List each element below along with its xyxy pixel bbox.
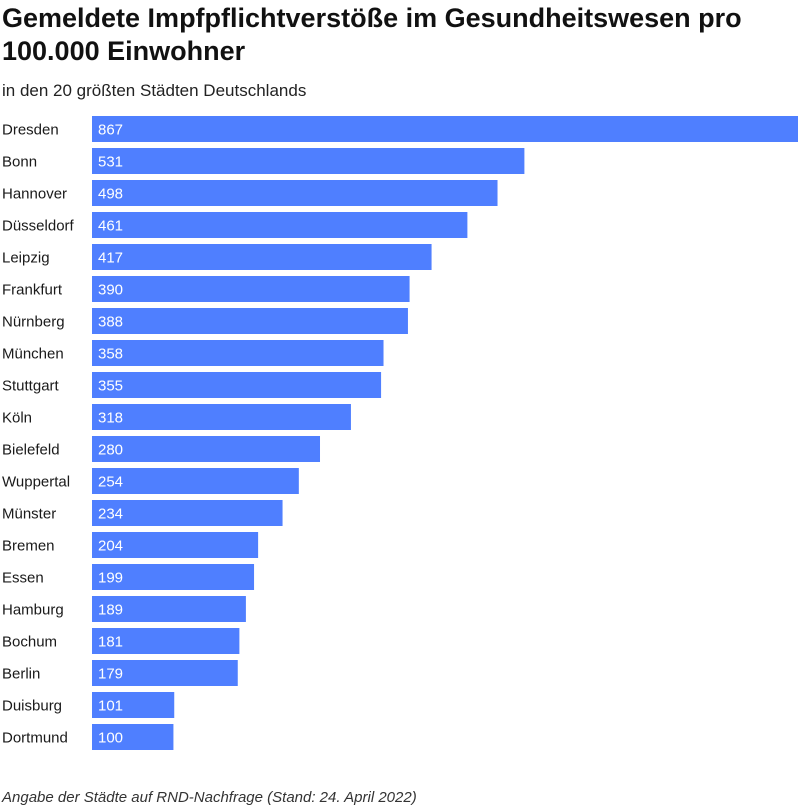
bar-bochum [92, 628, 240, 654]
chart-title: Gemeldete Impfpflichtverstöße im Gesundh… [2, 3, 742, 66]
value-label-leipzig: 417 [98, 250, 123, 267]
bar-münster [92, 500, 283, 526]
bar-münchen [92, 340, 384, 366]
bar-hamburg [92, 596, 246, 622]
bar-nürnberg [92, 308, 408, 334]
value-label-bielefeld: 280 [98, 442, 123, 459]
bar-düsseldorf [92, 212, 468, 238]
category-label-bremen: Bremen [2, 538, 55, 555]
bar-duisburg [92, 692, 175, 718]
category-label-dortmund: Dortmund [2, 730, 68, 747]
value-label-bremen: 204 [98, 538, 123, 555]
category-label-nürnberg: Nürnberg [2, 314, 65, 331]
category-label-hannover: Hannover [2, 186, 67, 203]
value-label-dortmund: 100 [98, 730, 123, 747]
category-label-duisburg: Duisburg [2, 698, 62, 715]
category-label-köln: Köln [2, 410, 32, 427]
value-label-berlin: 179 [98, 666, 123, 683]
category-label-hamburg: Hamburg [2, 602, 64, 619]
value-label-hannover: 498 [98, 186, 123, 203]
chart-subtitle: in den 20 größten Städten Deutschlands [2, 81, 307, 100]
value-label-hamburg: 189 [98, 602, 123, 619]
bar-hannover [92, 180, 498, 206]
category-label-bielefeld: Bielefeld [2, 442, 60, 459]
chart-footnote: Angabe der Städte auf RND-Nachfrage (Sta… [2, 789, 417, 806]
value-label-nürnberg: 388 [98, 314, 123, 331]
bar-wuppertal [92, 468, 299, 494]
category-label-essen: Essen [2, 570, 44, 587]
category-label-stuttgart: Stuttgart [2, 378, 60, 395]
category-label-dresden: Dresden [2, 122, 59, 139]
value-label-duisburg: 101 [98, 698, 123, 715]
bar-dortmund [92, 724, 174, 750]
category-label-berlin: Berlin [2, 666, 40, 683]
category-label-düsseldorf: Düsseldorf [2, 218, 75, 235]
value-label-essen: 199 [98, 570, 123, 587]
value-label-wuppertal: 254 [98, 474, 123, 491]
category-label-wuppertal: Wuppertal [2, 474, 70, 491]
bar-bremen [92, 532, 259, 558]
category-label-frankfurt: Frankfurt [2, 282, 63, 299]
value-label-dresden: 867 [98, 122, 123, 139]
value-label-münchen: 358 [98, 346, 123, 363]
bar-köln [92, 404, 351, 430]
bar-bonn [92, 148, 525, 174]
bar-dresden [92, 116, 798, 142]
bar-berlin [92, 660, 238, 686]
bar-leipzig [92, 244, 432, 270]
bar-essen [92, 564, 255, 590]
category-label-münster: Münster [2, 506, 56, 523]
category-label-bonn: Bonn [2, 154, 37, 171]
value-label-münster: 234 [98, 506, 123, 523]
bar-frankfurt [92, 276, 410, 302]
category-label-leipzig: Leipzig [2, 250, 50, 267]
bar-bielefeld [92, 436, 321, 462]
category-label-bochum: Bochum [2, 634, 57, 651]
value-label-frankfurt: 390 [98, 282, 123, 299]
value-label-bonn: 531 [98, 154, 123, 171]
category-label-münchen: München [2, 346, 64, 363]
value-label-düsseldorf: 461 [98, 218, 123, 235]
value-label-stuttgart: 355 [98, 378, 123, 395]
value-label-köln: 318 [98, 410, 123, 427]
bar-stuttgart [92, 372, 382, 398]
value-label-bochum: 181 [98, 634, 123, 651]
